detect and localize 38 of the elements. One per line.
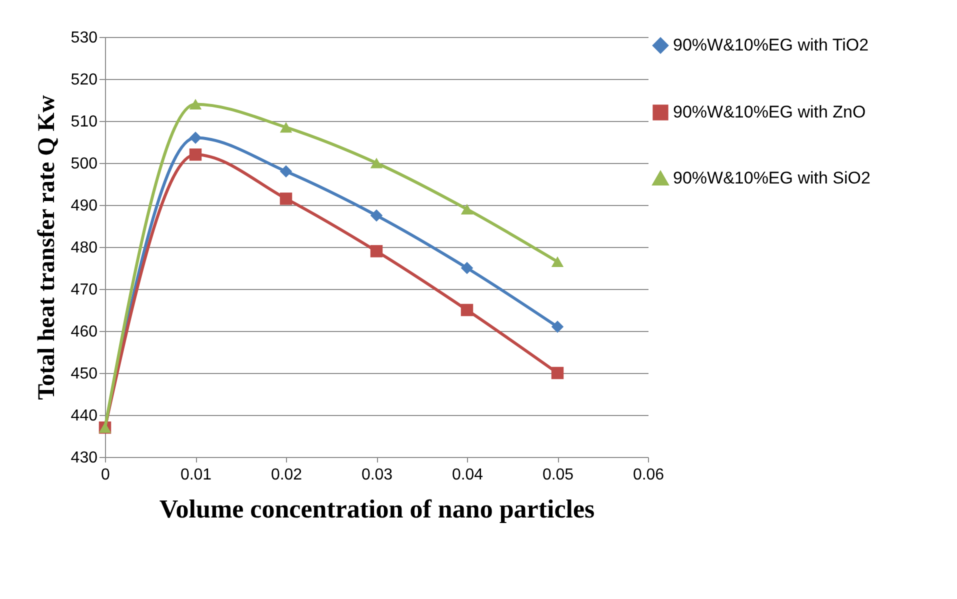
y-tick-label: 530 bbox=[70, 30, 98, 46]
y-tick-label: 520 bbox=[70, 72, 98, 88]
point bbox=[189, 148, 202, 161]
y-axis-title: Total heat transfer rate Q Kw bbox=[34, 94, 60, 400]
point bbox=[370, 245, 383, 258]
x-tick-label: 0 bbox=[101, 466, 110, 484]
x-tick-label: 0.01 bbox=[180, 466, 212, 484]
y-tick-label: 440 bbox=[70, 408, 98, 424]
y-tick-label: 470 bbox=[70, 282, 98, 298]
point bbox=[189, 132, 202, 144]
legend-label: 90%W&10%EG with ZnO bbox=[673, 102, 866, 122]
y-tick-label: 460 bbox=[70, 324, 98, 340]
x-tick-label: 0.03 bbox=[361, 466, 393, 484]
point bbox=[280, 165, 292, 178]
point bbox=[551, 256, 564, 268]
point bbox=[551, 320, 564, 333]
x-tick-label: 0.06 bbox=[632, 466, 664, 484]
y-tick-label: 500 bbox=[70, 156, 98, 172]
x-tick-label: 0.05 bbox=[542, 466, 574, 484]
point bbox=[551, 366, 564, 380]
point bbox=[460, 204, 474, 215]
point bbox=[280, 122, 292, 133]
point bbox=[189, 98, 202, 110]
y-tick-label: 480 bbox=[70, 240, 98, 256]
y-tick-label: 510 bbox=[70, 114, 98, 130]
point bbox=[370, 209, 383, 222]
legend-label: 90%W&10%EG with TiO2 bbox=[673, 36, 869, 54]
legend-label: 90%W&10%EG with SiO2 bbox=[673, 168, 870, 188]
point bbox=[370, 158, 383, 168]
y-tick-label: 450 bbox=[70, 366, 98, 382]
y-tick-label: 430 bbox=[70, 450, 98, 466]
x-tick-label: 0.04 bbox=[452, 466, 484, 484]
point bbox=[280, 192, 292, 205]
y-tick-label: 490 bbox=[70, 198, 98, 214]
point bbox=[460, 304, 474, 316]
point bbox=[460, 262, 474, 274]
x-axis-title: Volume concentration of nano particles bbox=[159, 494, 595, 524]
x-tick-label: 0.02 bbox=[270, 466, 302, 484]
